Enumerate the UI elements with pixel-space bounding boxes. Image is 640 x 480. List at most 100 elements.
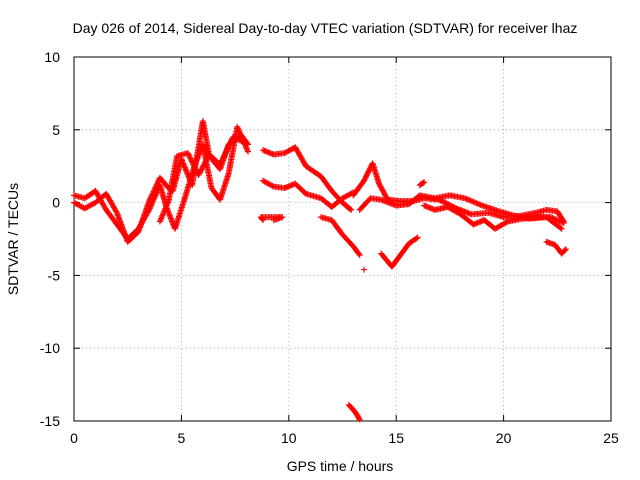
data-point [148, 194, 155, 201]
data-point [259, 216, 266, 223]
data-point [146, 196, 153, 203]
data-point [224, 146, 231, 153]
data-point [226, 140, 233, 147]
series-trace-c [156, 134, 249, 225]
data-point [223, 147, 230, 154]
series-trace-n [360, 266, 367, 273]
data-point [220, 153, 227, 160]
data-point [189, 159, 196, 166]
data-point [242, 139, 249, 146]
data-point [269, 182, 276, 189]
x-tick-label: 0 [70, 430, 78, 446]
chart-title: Day 026 of 2014, Sidereal Day-to-day VTE… [73, 20, 578, 36]
series-trace-i [421, 202, 567, 232]
data-point [186, 152, 193, 159]
data-point [355, 415, 362, 422]
data-point [192, 165, 199, 172]
data-point [185, 151, 192, 158]
data-point [151, 185, 158, 192]
data-point [217, 161, 224, 168]
data-point [347, 205, 354, 212]
tick-labels: 0 5 10 15 20 25 -15 -10 -5 0 5 10 [40, 49, 619, 446]
data-point [360, 266, 367, 273]
data-marks [71, 118, 569, 423]
data-point [561, 247, 568, 254]
data-point [560, 219, 567, 226]
data-point [188, 158, 195, 165]
data-point [444, 200, 451, 207]
data-point [152, 184, 159, 191]
data-point [187, 155, 194, 162]
x-tick-label: 15 [388, 430, 404, 446]
data-point [362, 175, 369, 182]
data-point [218, 157, 225, 164]
data-point [146, 198, 153, 205]
data-point [441, 199, 448, 206]
data-point [149, 191, 156, 198]
data-point [113, 208, 120, 215]
data-point [440, 198, 447, 205]
data-point [222, 149, 229, 156]
data-point [153, 183, 160, 190]
data-point [364, 171, 371, 178]
data-point [356, 416, 363, 423]
data-point [155, 178, 162, 185]
data-point [192, 166, 199, 173]
data-point [558, 225, 565, 232]
data-point [355, 250, 362, 257]
plot-frame [73, 56, 612, 422]
data-point [190, 161, 197, 168]
data-point [220, 154, 227, 161]
data-point [186, 154, 193, 161]
data-point [149, 189, 156, 196]
x-axis-label: GPS time / hours [287, 458, 394, 474]
data-point [148, 192, 155, 199]
data-point [218, 158, 225, 165]
data-point [190, 162, 197, 169]
data-point [227, 139, 234, 146]
series-trace-b [71, 118, 251, 245]
y-tick-label: -5 [48, 267, 61, 283]
grid [73, 56, 612, 422]
data-point [228, 138, 235, 145]
series-trace-o [416, 179, 428, 189]
y-tick-label: 5 [52, 122, 60, 138]
data-point [366, 196, 373, 203]
data-point [221, 152, 228, 159]
y-tick-label: 0 [52, 195, 60, 211]
data-point [421, 179, 428, 186]
y-axis-label: SDTVAR / TECUs [5, 183, 21, 295]
data-point [188, 156, 195, 163]
y-tick-label: -15 [40, 413, 60, 429]
data-point [362, 173, 369, 180]
data-point [217, 160, 224, 167]
x-tick-label: 5 [178, 430, 186, 446]
data-point [503, 219, 510, 226]
data-point [414, 234, 421, 241]
data-point [224, 145, 231, 152]
series-trace-j [378, 234, 421, 270]
data-point [153, 181, 160, 188]
series-trace-d [260, 177, 357, 210]
data-point [348, 206, 355, 213]
y-tick-label: -10 [40, 340, 60, 356]
data-point [151, 187, 158, 194]
y-tick-label: 10 [44, 49, 60, 65]
data-point [562, 246, 569, 253]
data-point [147, 195, 154, 202]
x-tick-label: 10 [281, 430, 297, 446]
data-point [364, 169, 371, 176]
data-point [219, 156, 226, 163]
data-point [413, 235, 420, 242]
data-point [244, 148, 251, 155]
series-trace-k [543, 238, 569, 257]
series-trace-e [260, 144, 355, 213]
x-tick-label: 25 [603, 430, 619, 446]
data-point [366, 167, 373, 174]
data-point [191, 163, 198, 170]
x-tick-label: 20 [496, 430, 512, 446]
data-point [226, 142, 233, 149]
data-point [260, 217, 267, 224]
data-point [361, 176, 368, 183]
